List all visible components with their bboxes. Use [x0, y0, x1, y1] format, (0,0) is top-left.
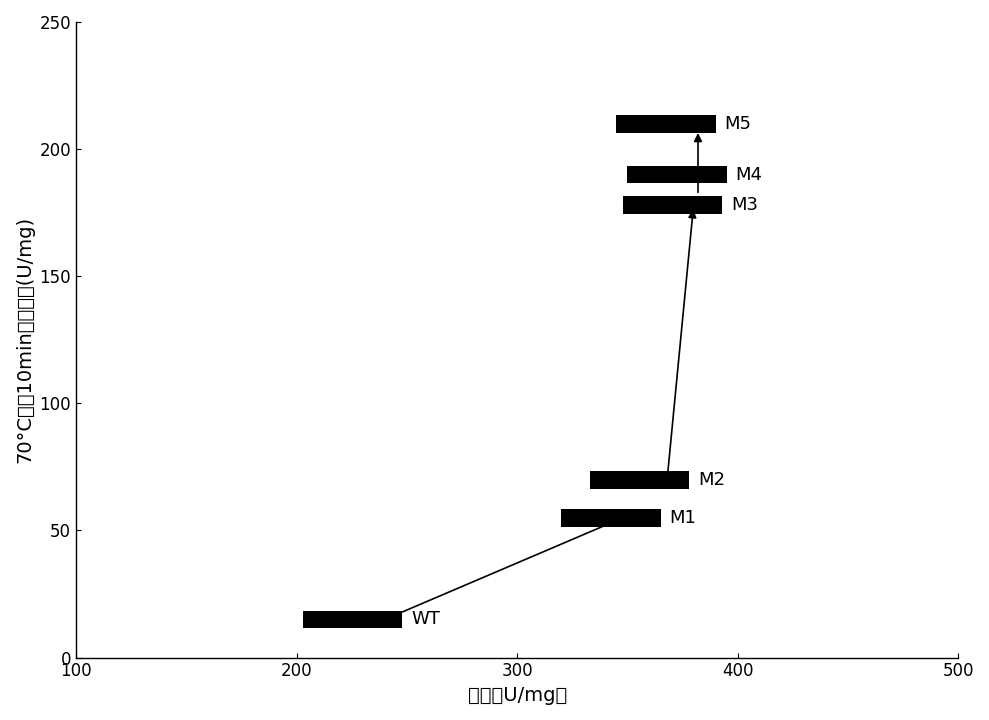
- Text: M3: M3: [731, 196, 759, 214]
- Text: M1: M1: [670, 509, 696, 527]
- Bar: [589, 471, 689, 488]
- Y-axis label: 70°C处理10min剩余酶活(U/mg): 70°C处理10min剩余酶活(U/mg): [15, 216, 34, 464]
- Text: M2: M2: [698, 471, 725, 489]
- Bar: [304, 611, 403, 629]
- X-axis label: 比活（U/mg）: 比活（U/mg）: [468, 686, 567, 705]
- Bar: [561, 509, 661, 526]
- Bar: [616, 114, 716, 132]
- Bar: [623, 196, 722, 214]
- Text: M4: M4: [736, 166, 763, 184]
- Text: WT: WT: [411, 611, 440, 629]
- Bar: [627, 166, 727, 184]
- Text: M5: M5: [725, 114, 752, 132]
